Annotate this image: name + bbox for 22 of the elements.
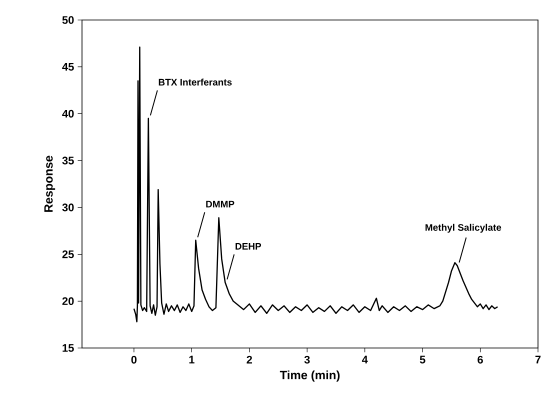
annotation: Methyl Salicylate	[426, 224, 502, 233]
y-axis-title: Response	[44, 156, 56, 212]
y-tick-label: 35	[62, 156, 74, 164]
annotation: DMMP	[206, 200, 234, 208]
x-tick-label: 3	[304, 356, 310, 364]
x-tick-label: 0	[131, 356, 137, 364]
x-tick-label: 4	[362, 356, 368, 364]
x-tick-label: 2	[246, 356, 252, 364]
x-tick-label: 1	[189, 356, 194, 364]
y-tick-label: 30	[62, 204, 74, 212]
annotation: BTX Interferants	[158, 78, 232, 86]
annotation: DEHP	[236, 243, 262, 250]
x-tick-label: 5	[420, 356, 426, 364]
y-tick-label: 25	[62, 250, 74, 258]
x-axis-title: Time (min)	[280, 370, 340, 382]
x-tick-label: 7	[535, 356, 541, 364]
y-tick-label: 15	[62, 344, 74, 352]
y-tick-label: 45	[62, 63, 74, 71]
x-tick-label: 6	[478, 356, 483, 364]
y-tick-label: 40	[62, 110, 74, 118]
y-tick-label: 20	[62, 297, 74, 306]
y-tick-label: 50	[62, 16, 74, 24]
